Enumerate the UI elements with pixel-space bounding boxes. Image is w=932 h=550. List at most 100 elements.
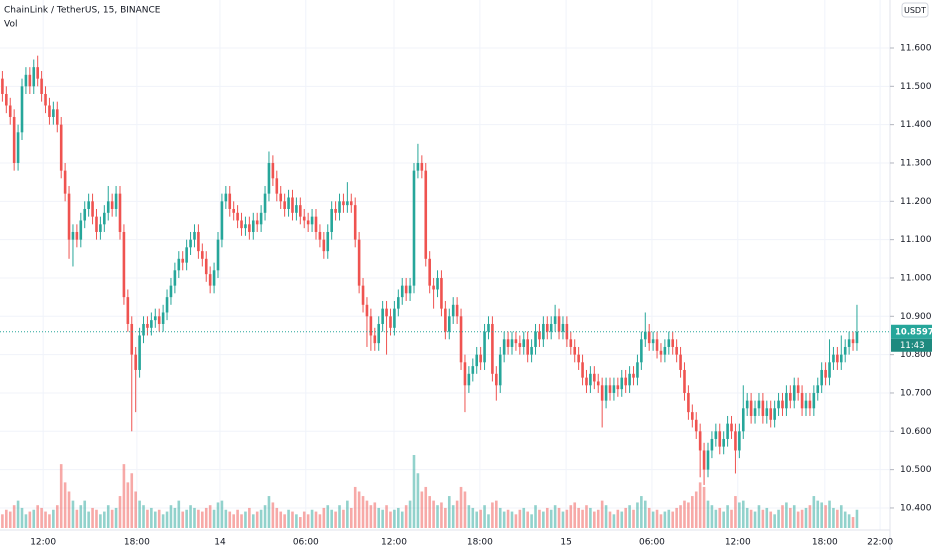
currency-button[interactable]: [901, 2, 929, 18]
chart-title: ChainLink / TetherUS, 15, BINANCE: [4, 6, 161, 16]
volume-bar: [12, 505, 16, 528]
candle-body: [55, 109, 59, 125]
volume-bar: [201, 511, 204, 528]
volume-bar: [318, 514, 322, 528]
volume-bar: [267, 496, 271, 528]
volume-bar: [804, 507, 808, 528]
candle-body: [694, 419, 698, 432]
volume-bar: [16, 500, 20, 528]
candle-body: [103, 212, 106, 225]
volume-bar: [349, 507, 353, 528]
volume-bar: [271, 502, 275, 528]
candle-body: [52, 109, 55, 117]
volume-bar: [126, 482, 130, 528]
candle-body: [624, 377, 627, 386]
candle-body: [436, 277, 439, 290]
volume-bar: [498, 507, 502, 528]
volume-bar: [432, 500, 435, 528]
y-tick-label: 11.1000: [900, 235, 932, 245]
volume-bar: [142, 505, 145, 528]
candle-body: [40, 78, 43, 94]
candle-body: [326, 231, 330, 252]
currency-label[interactable]: USDT: [904, 6, 926, 15]
candle-body: [549, 323, 553, 332]
volume-bar: [114, 507, 118, 528]
volume-bar: [479, 509, 482, 528]
volume-bar: [839, 505, 843, 528]
volume-bar: [436, 505, 439, 528]
candle-body: [832, 354, 835, 363]
volume-bar: [79, 505, 83, 528]
volume-bar: [545, 507, 549, 528]
volume-bar: [843, 511, 847, 528]
volume-bar: [518, 509, 522, 528]
volume-bar: [244, 511, 247, 528]
volume-bar: [738, 502, 741, 528]
volume-bar: [808, 505, 812, 528]
volume-bar: [377, 507, 381, 528]
last-price-box: [891, 324, 932, 339]
candle-body: [389, 316, 392, 328]
volume-bar: [577, 507, 580, 528]
candle-body: [828, 362, 831, 378]
candle-body: [440, 277, 443, 309]
candle-body: [169, 285, 173, 298]
volume-bar: [608, 511, 612, 528]
candle-body: [12, 116, 16, 163]
candle-body: [118, 193, 122, 232]
volume-bar: [8, 511, 12, 528]
volume-bar: [397, 507, 400, 528]
volume-bar: [569, 505, 573, 528]
candle-body: [142, 323, 145, 336]
volume-bar: [24, 514, 28, 528]
volume-bar: [765, 507, 769, 528]
volume-bar: [173, 507, 177, 528]
candle-body: [87, 201, 90, 209]
candle-body: [173, 270, 177, 286]
volume-bar: [718, 507, 722, 528]
candle-body: [208, 274, 212, 286]
volume-bar: [71, 500, 75, 528]
candle-body: [526, 339, 529, 355]
volume-bar: [549, 509, 553, 528]
volume-bar: [224, 509, 228, 528]
candle-body: [369, 316, 373, 336]
volume-bar: [781, 505, 784, 528]
volume-bar: [365, 500, 369, 528]
x-tick-label: 06:00: [293, 538, 319, 548]
candle-body: [796, 385, 800, 393]
volume-bar: [87, 511, 90, 528]
volume-bar: [444, 507, 447, 528]
candle-body: [299, 205, 302, 217]
candle-body: [730, 423, 733, 432]
candle-body: [765, 408, 769, 416]
volume-bar: [138, 500, 141, 528]
y-tick-label: 10.6000: [900, 427, 932, 437]
volume-bar: [495, 500, 498, 528]
candle-body: [616, 385, 620, 390]
volume-bar: [820, 502, 823, 528]
candle-body: [342, 201, 345, 206]
volume-bar: [181, 511, 185, 528]
volume-bar: [691, 496, 694, 528]
candle-body: [161, 312, 165, 324]
candle-body: [510, 339, 514, 347]
candle-body: [181, 258, 185, 263]
volume-bar: [326, 505, 330, 528]
volume-bar: [663, 511, 667, 528]
volume-bar: [169, 505, 173, 528]
candle-body: [506, 339, 510, 347]
volume-bar: [483, 505, 486, 528]
volume-bar: [526, 511, 529, 528]
candle-body: [146, 323, 149, 328]
volume-bar: [275, 507, 279, 528]
volume-bar: [475, 511, 479, 528]
candle-body: [753, 408, 757, 416]
volume-bar: [310, 509, 314, 528]
volume-bar: [502, 511, 506, 528]
volume-bar: [836, 509, 839, 528]
candle-body: [498, 354, 502, 386]
volume-bar: [596, 509, 600, 528]
volume-bar: [773, 514, 776, 528]
candle-body: [741, 408, 745, 432]
